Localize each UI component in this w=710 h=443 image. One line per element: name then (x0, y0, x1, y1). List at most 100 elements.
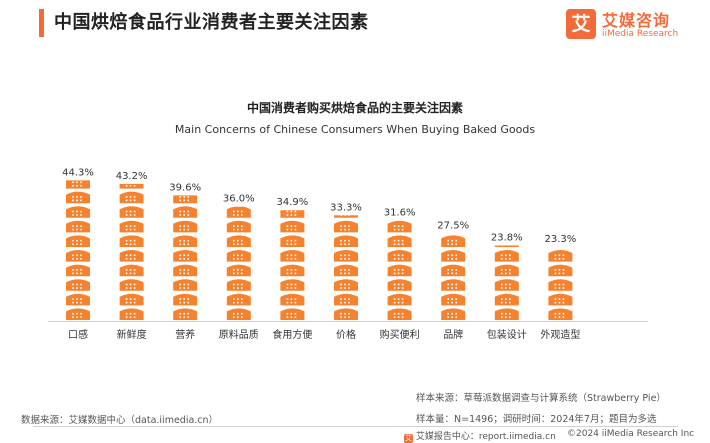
bread-pore (501, 254, 503, 257)
bread-pore (340, 225, 342, 227)
bread-pore (340, 196, 342, 198)
bread-stack (494, 167, 519, 320)
bread-pore (455, 254, 457, 257)
bread-pore (501, 196, 503, 198)
bread-pore (509, 167, 511, 169)
bread-pore (401, 225, 404, 227)
bread-pore (125, 254, 128, 257)
bread-pore (393, 243, 396, 245)
bread-pore (133, 225, 136, 227)
bread-pore (505, 283, 507, 286)
bread-pore (501, 200, 503, 202)
bread-pore (286, 214, 289, 216)
bread-pore (348, 170, 350, 172)
bread-pore (294, 298, 297, 300)
bread-icon (495, 206, 519, 218)
bread-pore (509, 272, 511, 275)
bread-pore (129, 269, 132, 271)
bread-pore (129, 287, 132, 289)
bread-pore (183, 254, 185, 257)
bread-pore (402, 200, 404, 202)
bread-pore (76, 181, 78, 184)
bread-pore (133, 258, 136, 260)
bread-pore (558, 258, 561, 260)
bread-pore (187, 272, 189, 275)
bread-pore (233, 228, 235, 231)
bread-pore (559, 229, 561, 231)
bread-pore (241, 228, 243, 231)
bread-pore (80, 196, 82, 198)
bar-10: 23.3% 外观造型 (540, 170, 580, 341)
bread-pore (447, 200, 449, 202)
bread-pore (509, 185, 511, 187)
bread-icon (119, 279, 144, 291)
bread-icon (334, 162, 358, 174)
bread-pore (401, 239, 404, 242)
bread-pore (133, 199, 136, 202)
iimedia-logo[interactable]: 艾 艾媒咨询 iiMedia Research (566, 8, 694, 48)
bread-pore (290, 258, 293, 260)
bread-pore (509, 170, 511, 172)
bread-pore (348, 215, 350, 216)
bread-pore (554, 258, 557, 260)
bread-pore (393, 298, 396, 300)
bread-icon (119, 191, 144, 204)
bread-pore (340, 287, 342, 289)
bread-pore (187, 301, 189, 304)
bread-icon (494, 250, 519, 262)
bread-pore (393, 239, 396, 242)
bread-icon (387, 235, 412, 247)
bread-pore (340, 239, 342, 242)
bread-pore (451, 258, 453, 260)
bread-stack (119, 183, 144, 320)
bread-pore (397, 287, 400, 289)
bread-icon (441, 264, 466, 277)
bread-pore (563, 170, 565, 172)
bread-icon (334, 215, 358, 218)
bread-pore (129, 243, 132, 245)
bread-pore (237, 258, 239, 260)
bread-pore (554, 312, 557, 315)
bread-icon (226, 264, 251, 277)
bread-pore (187, 312, 189, 315)
bread-stack (548, 170, 573, 320)
bread-pore (286, 258, 289, 260)
bread-pore (455, 170, 457, 172)
value-label: 23.8% (491, 232, 523, 243)
bread-pore (76, 272, 78, 275)
bread-stack (441, 170, 466, 320)
bread-pore (554, 272, 557, 275)
bread-pore (447, 272, 449, 275)
bread-icon (173, 264, 198, 277)
bread-pore (129, 225, 132, 227)
bread-pore (286, 316, 289, 318)
bread-pore (397, 269, 400, 271)
bread-pore (294, 316, 297, 318)
bread-pore (558, 312, 561, 315)
bread-pore (509, 229, 511, 231)
bread-pore (509, 196, 511, 198)
bread-icon (334, 235, 358, 247)
bread-pore (455, 287, 457, 289)
report-center[interactable]: 艾 艾媒报告中心：report.iimedia.cn (404, 429, 556, 443)
bread-pore (183, 287, 185, 289)
bread-icon (280, 162, 304, 174)
bread-pore (129, 283, 132, 286)
bread-icon (334, 279, 358, 291)
bread-pore (558, 301, 561, 304)
bread-pore (133, 239, 136, 242)
bread-pore (447, 243, 449, 245)
bread-pore (563, 225, 565, 227)
bread-pore (340, 301, 342, 304)
bread-pore (394, 185, 396, 187)
bread-pore (187, 170, 189, 172)
bread-icon (494, 293, 519, 306)
bread-icon (548, 177, 572, 189)
bread-pore (340, 170, 342, 172)
bread-pore (80, 210, 82, 213)
bread-pore (237, 272, 239, 275)
bread-pore (344, 225, 346, 227)
bread-icon (66, 293, 90, 306)
bread-icon (226, 308, 251, 320)
bread-icon (495, 221, 519, 233)
